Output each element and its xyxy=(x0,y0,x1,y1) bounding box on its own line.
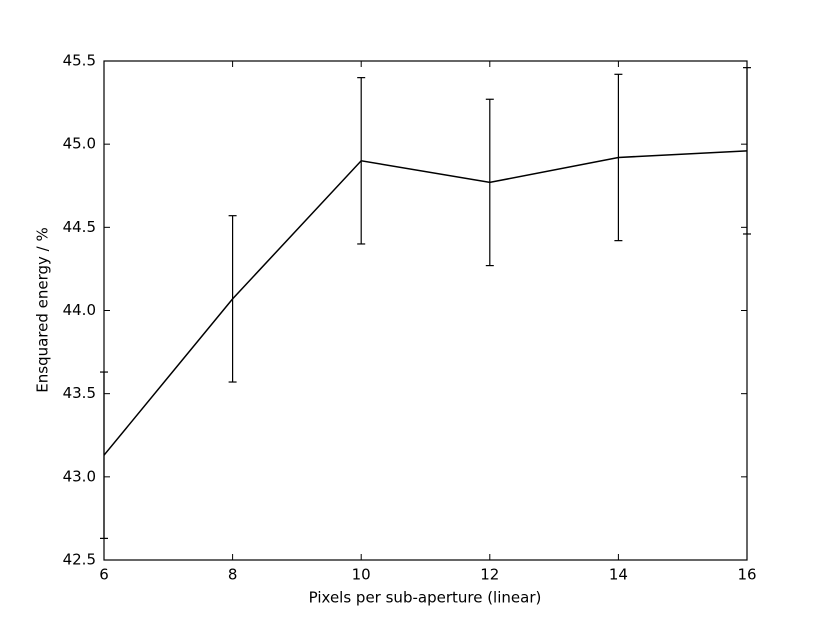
x-tick-label: 16 xyxy=(737,566,756,584)
data-line xyxy=(103,150,748,456)
y-tick-label: 43.0 xyxy=(63,467,96,485)
x-tick-label: 10 xyxy=(352,566,371,584)
y-tick-label: 44.5 xyxy=(63,218,96,236)
y-tick-label: 43.5 xyxy=(63,384,96,402)
plot-frame xyxy=(103,60,748,561)
y-tick-label: 45.0 xyxy=(63,135,96,153)
y-tick-label: 44.0 xyxy=(63,301,96,319)
x-axis-label: Pixels per sub-aperture (linear) xyxy=(309,589,542,607)
x-tick-label: 12 xyxy=(480,566,499,584)
y-tick-label: 45.5 xyxy=(63,52,96,70)
x-tick-label: 8 xyxy=(228,566,238,584)
y-tick-label: 42.5 xyxy=(63,551,96,569)
y-axis-label: Ensquared energy / % xyxy=(34,227,52,392)
x-tick-label: 6 xyxy=(99,566,109,584)
x-tick-label: 14 xyxy=(609,566,628,584)
